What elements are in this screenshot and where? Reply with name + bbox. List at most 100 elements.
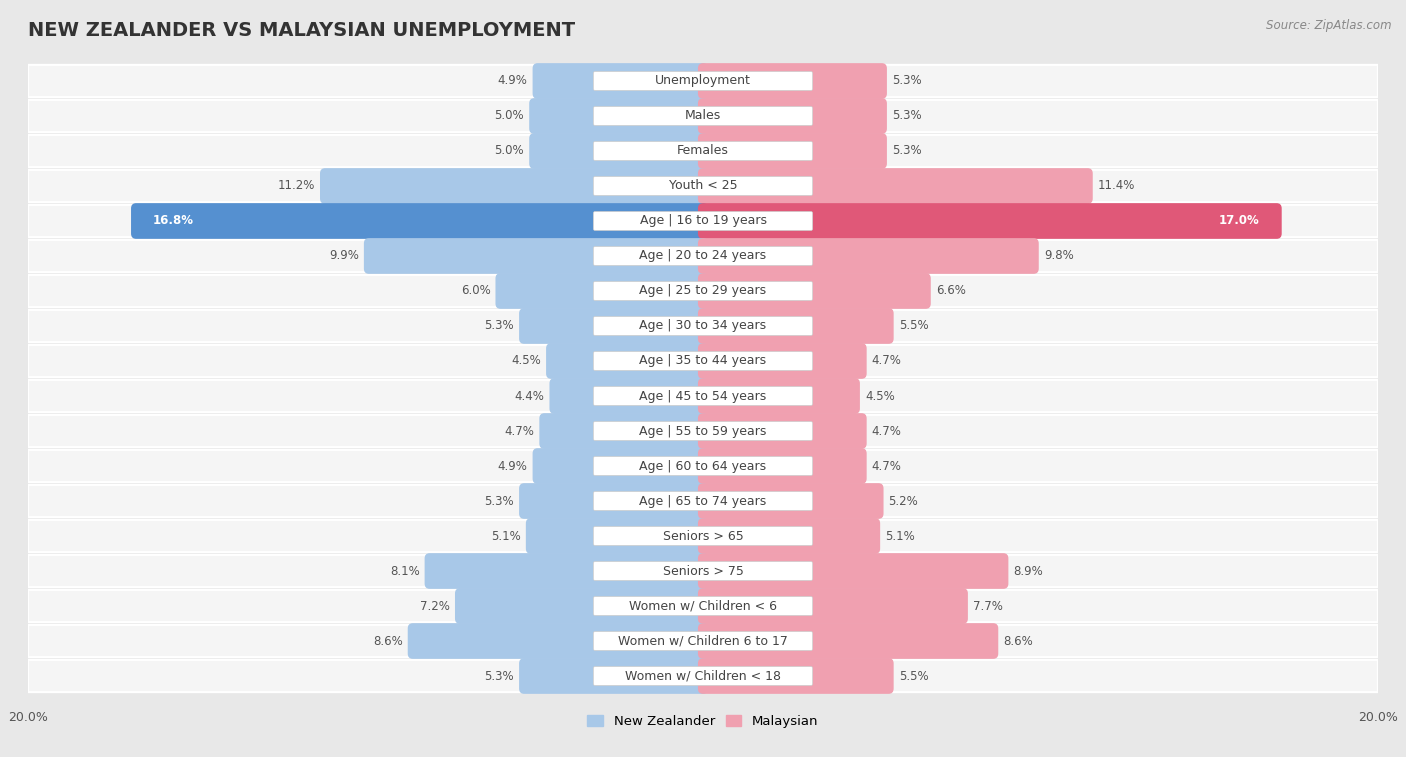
FancyBboxPatch shape <box>540 413 709 449</box>
FancyBboxPatch shape <box>456 588 709 624</box>
Text: 11.4%: 11.4% <box>1098 179 1135 192</box>
FancyBboxPatch shape <box>697 483 883 519</box>
FancyBboxPatch shape <box>593 491 813 510</box>
Text: 5.3%: 5.3% <box>891 145 921 157</box>
FancyBboxPatch shape <box>697 98 887 134</box>
Text: Women w/ Children < 18: Women w/ Children < 18 <box>626 669 780 683</box>
FancyBboxPatch shape <box>697 308 894 344</box>
Text: 17.0%: 17.0% <box>1219 214 1260 228</box>
FancyBboxPatch shape <box>593 72 813 90</box>
Text: 4.7%: 4.7% <box>872 459 901 472</box>
FancyBboxPatch shape <box>593 527 813 546</box>
Text: 4.9%: 4.9% <box>498 459 527 472</box>
FancyBboxPatch shape <box>519 483 709 519</box>
Text: 8.6%: 8.6% <box>1004 634 1033 647</box>
FancyBboxPatch shape <box>697 238 1039 274</box>
FancyBboxPatch shape <box>408 623 709 659</box>
Text: Age | 60 to 64 years: Age | 60 to 64 years <box>640 459 766 472</box>
Text: Age | 45 to 54 years: Age | 45 to 54 years <box>640 390 766 403</box>
FancyBboxPatch shape <box>593 211 813 230</box>
Text: Age | 35 to 44 years: Age | 35 to 44 years <box>640 354 766 367</box>
Text: 4.7%: 4.7% <box>872 425 901 438</box>
FancyBboxPatch shape <box>593 456 813 475</box>
Text: 5.0%: 5.0% <box>495 110 524 123</box>
Text: Age | 25 to 29 years: Age | 25 to 29 years <box>640 285 766 298</box>
FancyBboxPatch shape <box>28 485 1378 517</box>
FancyBboxPatch shape <box>529 98 709 134</box>
FancyBboxPatch shape <box>546 343 709 378</box>
Text: 5.3%: 5.3% <box>485 669 515 683</box>
FancyBboxPatch shape <box>697 518 880 554</box>
FancyBboxPatch shape <box>593 667 813 685</box>
Text: Females: Females <box>678 145 728 157</box>
Text: Age | 20 to 24 years: Age | 20 to 24 years <box>640 250 766 263</box>
FancyBboxPatch shape <box>425 553 709 589</box>
Text: 4.5%: 4.5% <box>865 390 894 403</box>
FancyBboxPatch shape <box>364 238 709 274</box>
Text: 4.5%: 4.5% <box>512 354 541 367</box>
Text: Age | 65 to 74 years: Age | 65 to 74 years <box>640 494 766 507</box>
FancyBboxPatch shape <box>529 133 709 169</box>
Text: Age | 30 to 34 years: Age | 30 to 34 years <box>640 319 766 332</box>
Text: 7.2%: 7.2% <box>420 600 450 612</box>
FancyBboxPatch shape <box>593 142 813 160</box>
Text: 5.3%: 5.3% <box>891 110 921 123</box>
FancyBboxPatch shape <box>495 273 709 309</box>
Text: Age | 55 to 59 years: Age | 55 to 59 years <box>640 425 766 438</box>
Text: 6.0%: 6.0% <box>461 285 491 298</box>
FancyBboxPatch shape <box>593 387 813 406</box>
Text: Unemployment: Unemployment <box>655 74 751 88</box>
FancyBboxPatch shape <box>28 65 1378 97</box>
FancyBboxPatch shape <box>593 282 813 301</box>
Text: Youth < 25: Youth < 25 <box>669 179 737 192</box>
FancyBboxPatch shape <box>593 107 813 126</box>
Text: Age | 16 to 19 years: Age | 16 to 19 years <box>640 214 766 228</box>
FancyBboxPatch shape <box>697 413 866 449</box>
FancyBboxPatch shape <box>28 555 1378 587</box>
FancyBboxPatch shape <box>697 203 1282 239</box>
FancyBboxPatch shape <box>28 625 1378 657</box>
FancyBboxPatch shape <box>533 448 709 484</box>
FancyBboxPatch shape <box>28 170 1378 202</box>
Text: 5.1%: 5.1% <box>491 529 520 543</box>
FancyBboxPatch shape <box>697 448 866 484</box>
FancyBboxPatch shape <box>28 450 1378 482</box>
FancyBboxPatch shape <box>593 562 813 581</box>
FancyBboxPatch shape <box>28 100 1378 132</box>
FancyBboxPatch shape <box>131 203 709 239</box>
Text: 6.6%: 6.6% <box>936 285 966 298</box>
Text: Source: ZipAtlas.com: Source: ZipAtlas.com <box>1267 19 1392 32</box>
FancyBboxPatch shape <box>28 135 1378 167</box>
Text: 8.1%: 8.1% <box>389 565 419 578</box>
FancyBboxPatch shape <box>28 310 1378 342</box>
FancyBboxPatch shape <box>593 631 813 650</box>
FancyBboxPatch shape <box>550 378 709 414</box>
FancyBboxPatch shape <box>28 240 1378 272</box>
Text: Males: Males <box>685 110 721 123</box>
FancyBboxPatch shape <box>28 205 1378 237</box>
Text: Women w/ Children < 6: Women w/ Children < 6 <box>628 600 778 612</box>
FancyBboxPatch shape <box>697 133 887 169</box>
FancyBboxPatch shape <box>593 247 813 266</box>
Legend: New Zealander, Malaysian: New Zealander, Malaysian <box>582 709 824 734</box>
Text: 5.0%: 5.0% <box>495 145 524 157</box>
FancyBboxPatch shape <box>28 590 1378 622</box>
FancyBboxPatch shape <box>697 623 998 659</box>
FancyBboxPatch shape <box>526 518 709 554</box>
FancyBboxPatch shape <box>593 597 813 615</box>
FancyBboxPatch shape <box>593 176 813 195</box>
Text: Seniors > 75: Seniors > 75 <box>662 565 744 578</box>
FancyBboxPatch shape <box>28 345 1378 377</box>
Text: 4.4%: 4.4% <box>515 390 544 403</box>
Text: 5.3%: 5.3% <box>485 494 515 507</box>
Text: 4.7%: 4.7% <box>872 354 901 367</box>
Text: 7.7%: 7.7% <box>973 600 1002 612</box>
FancyBboxPatch shape <box>28 380 1378 412</box>
Text: 8.6%: 8.6% <box>373 634 402 647</box>
FancyBboxPatch shape <box>28 520 1378 552</box>
FancyBboxPatch shape <box>697 273 931 309</box>
Text: 5.5%: 5.5% <box>898 669 928 683</box>
Text: 5.1%: 5.1% <box>886 529 915 543</box>
FancyBboxPatch shape <box>593 316 813 335</box>
Text: 16.8%: 16.8% <box>153 214 194 228</box>
